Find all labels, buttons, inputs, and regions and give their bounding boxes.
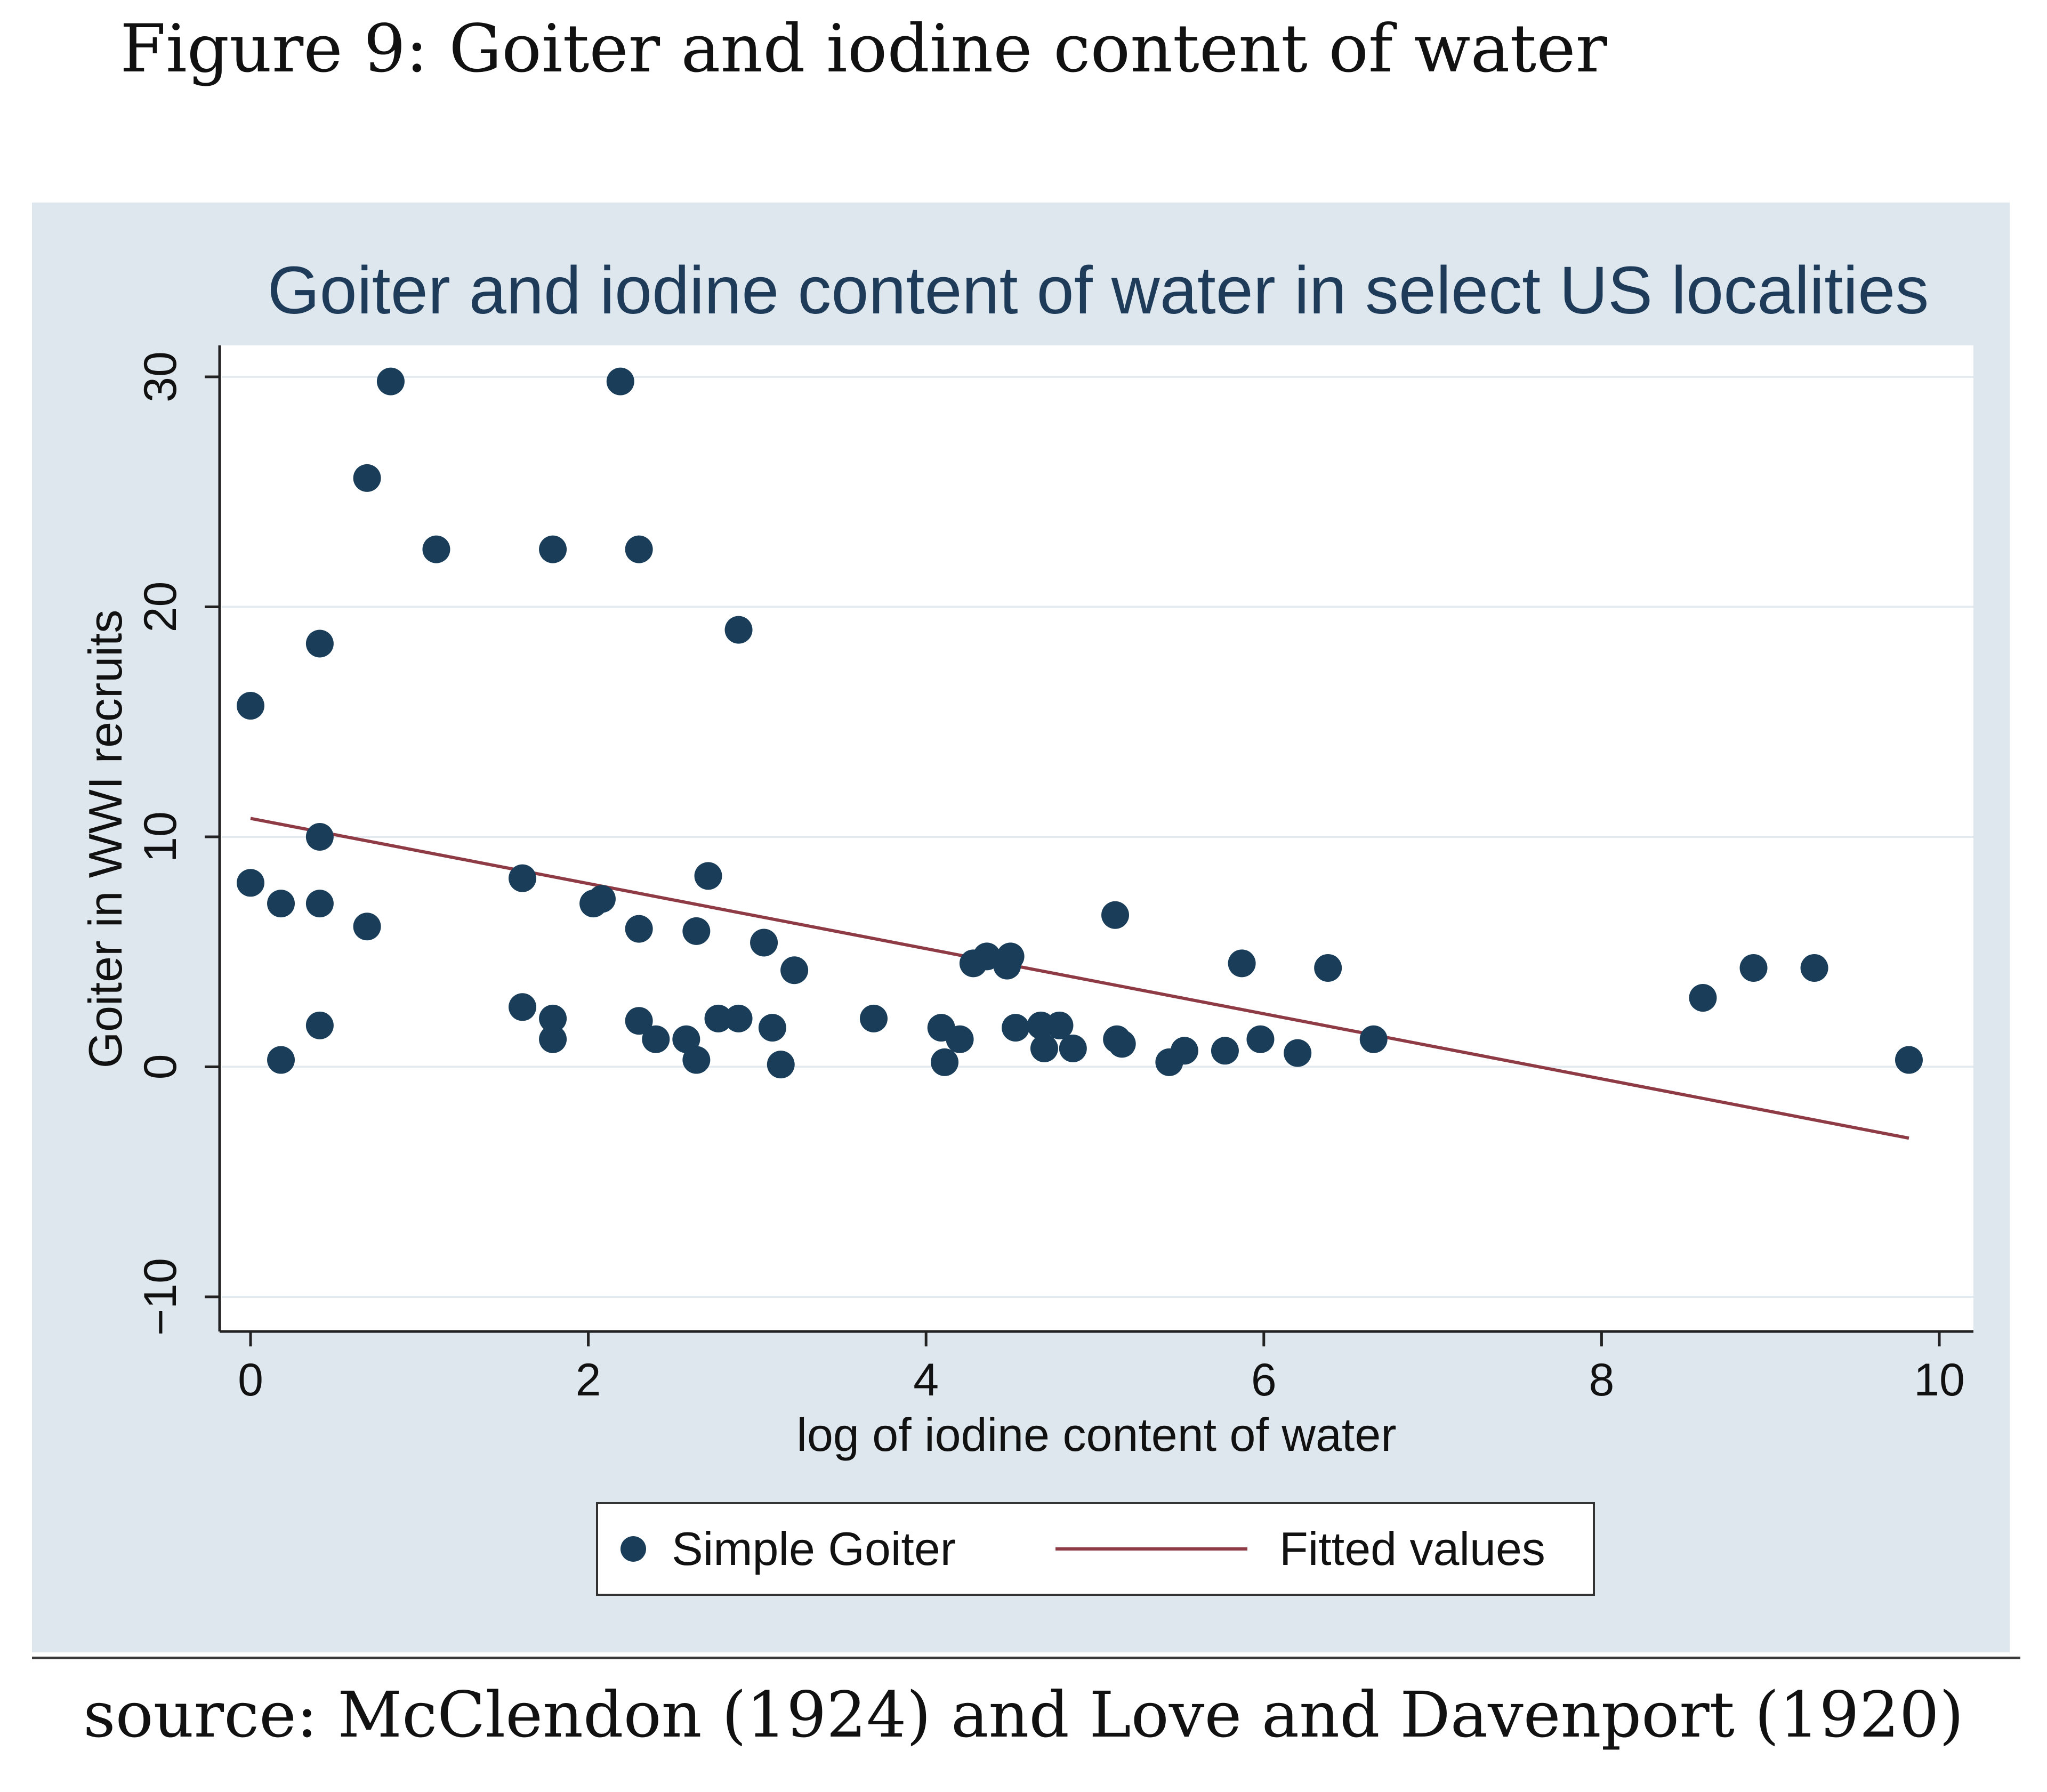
scatter-chart: Goiter and iodine content of water in se… bbox=[79, 253, 1973, 1596]
data-point bbox=[704, 1004, 732, 1032]
data-point bbox=[694, 862, 722, 890]
data-point bbox=[625, 915, 653, 943]
y-tick-label: 30 bbox=[135, 351, 186, 402]
data-point bbox=[724, 1004, 753, 1032]
x-tick-label: 0 bbox=[238, 1354, 263, 1406]
data-point bbox=[267, 890, 295, 918]
data-point bbox=[1059, 1034, 1087, 1062]
data-point bbox=[1800, 954, 1828, 982]
x-tick-label: 10 bbox=[1914, 1354, 1965, 1406]
data-point bbox=[1689, 984, 1717, 1012]
data-point bbox=[1228, 949, 1256, 978]
data-point bbox=[1002, 1014, 1030, 1042]
data-point bbox=[1284, 1039, 1312, 1067]
plot-area bbox=[220, 345, 1973, 1331]
data-point bbox=[305, 1011, 334, 1039]
data-point bbox=[1101, 901, 1130, 929]
data-point bbox=[305, 629, 334, 658]
data-point bbox=[1045, 1011, 1074, 1039]
gridlines bbox=[222, 376, 1973, 1298]
x-tick-labels: 0 2 4 6 8 10 bbox=[238, 1354, 1965, 1406]
data-point bbox=[1030, 1034, 1058, 1062]
data-point bbox=[353, 464, 381, 492]
caption-rule bbox=[32, 1657, 2020, 1659]
scatter-points bbox=[237, 367, 1923, 1079]
data-point bbox=[758, 1014, 786, 1042]
x-tick-label: 4 bbox=[913, 1354, 939, 1406]
data-point bbox=[1211, 1037, 1239, 1065]
data-point bbox=[1359, 1025, 1388, 1053]
data-point bbox=[931, 1048, 959, 1076]
legend-label-simple-goiter: Simple Goiter bbox=[672, 1522, 956, 1575]
data-point bbox=[1246, 1025, 1275, 1053]
x-tick-label: 2 bbox=[576, 1354, 601, 1406]
data-point bbox=[509, 864, 537, 892]
data-point bbox=[539, 1004, 567, 1032]
y-axis-label: Goiter in WWI recruits bbox=[79, 610, 132, 1069]
legend: Simple Goiter Fitted values bbox=[596, 1502, 1595, 1596]
data-point bbox=[682, 1046, 711, 1074]
y-tick-label: −10 bbox=[135, 1258, 186, 1336]
data-point bbox=[625, 535, 653, 563]
data-point bbox=[587, 885, 616, 913]
data-point bbox=[724, 616, 753, 644]
data-point bbox=[625, 1007, 653, 1035]
data-point bbox=[682, 917, 711, 945]
data-point bbox=[509, 993, 537, 1021]
x-tick-label: 6 bbox=[1251, 1354, 1277, 1406]
data-point bbox=[422, 535, 450, 563]
y-tick-label: 0 bbox=[135, 1054, 186, 1080]
x-axis-label: log of iodine content of water bbox=[796, 1408, 1396, 1461]
data-point bbox=[606, 367, 634, 395]
legend-label-fitted-values: Fitted values bbox=[1279, 1522, 1545, 1575]
data-point bbox=[1314, 954, 1342, 982]
data-point bbox=[1895, 1046, 1923, 1074]
data-point bbox=[376, 367, 405, 395]
data-point bbox=[672, 1025, 700, 1053]
data-point bbox=[996, 942, 1025, 971]
y-tick-labels: 30 20 10 0 −10 bbox=[135, 351, 186, 1336]
data-point bbox=[859, 1004, 888, 1032]
chart-title: Goiter and iodine content of water in se… bbox=[268, 253, 1929, 328]
tick-marks bbox=[205, 375, 1941, 1346]
y-tick-label: 10 bbox=[135, 811, 186, 862]
data-point bbox=[237, 692, 264, 720]
data-point bbox=[1170, 1037, 1198, 1065]
data-point bbox=[305, 823, 334, 851]
data-point bbox=[642, 1025, 670, 1053]
x-tick-label: 8 bbox=[1589, 1354, 1614, 1406]
data-point bbox=[767, 1051, 795, 1079]
data-point bbox=[539, 1025, 567, 1053]
data-point bbox=[1739, 954, 1768, 982]
data-point bbox=[267, 1046, 295, 1074]
data-point bbox=[539, 535, 567, 563]
figure-caption: Figure 9: Goiter and iodine content of w… bbox=[120, 11, 1607, 87]
data-point bbox=[946, 1025, 974, 1053]
data-point bbox=[305, 890, 334, 918]
data-point bbox=[1108, 1030, 1136, 1058]
data-point bbox=[237, 869, 264, 897]
legend-marker-simple-goiter bbox=[620, 1536, 646, 1562]
y-tick-label: 20 bbox=[135, 582, 186, 633]
data-point bbox=[780, 956, 809, 984]
data-point bbox=[750, 929, 778, 957]
data-point bbox=[353, 913, 381, 941]
axes bbox=[218, 345, 1973, 1333]
source-caption: source: McClendon (1924) and Love and Da… bbox=[83, 1678, 1964, 1751]
